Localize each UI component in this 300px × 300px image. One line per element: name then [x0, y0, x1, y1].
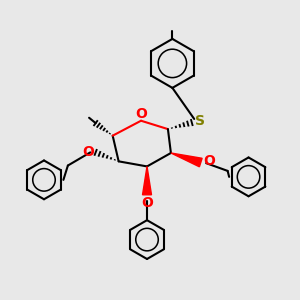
Text: O: O [136, 107, 148, 121]
Text: O: O [82, 146, 94, 159]
Text: O: O [141, 196, 153, 210]
Polygon shape [171, 153, 202, 167]
Text: O: O [204, 154, 216, 168]
Polygon shape [142, 167, 152, 195]
Text: S: S [195, 114, 205, 128]
